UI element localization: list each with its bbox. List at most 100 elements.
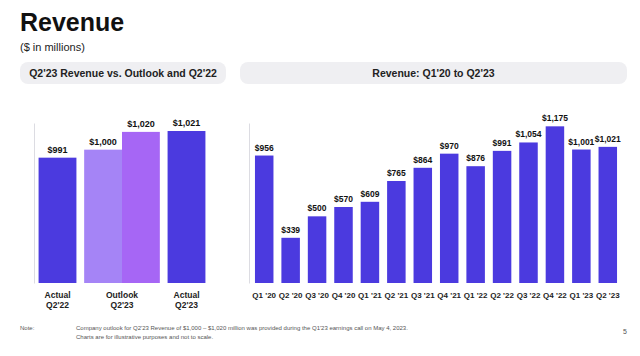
bar bbox=[493, 151, 512, 283]
bar bbox=[255, 156, 274, 283]
data-label: $1,021 bbox=[173, 118, 201, 128]
x-tick: Q1 '20 bbox=[252, 291, 276, 300]
page: Revenue($ in millions)Note:Company outlo… bbox=[0, 0, 640, 356]
panel-header bbox=[20, 62, 226, 84]
bar bbox=[361, 202, 380, 283]
data-label: $991 bbox=[493, 138, 512, 148]
x-tick-label-line: Q2'23 bbox=[175, 300, 198, 310]
x-tick-label-line: Q2 '21 bbox=[385, 291, 409, 300]
data-label: $876 bbox=[466, 153, 485, 163]
bar bbox=[168, 131, 206, 283]
data-label: $500 bbox=[308, 203, 327, 213]
x-tick-label-line: Q3 '21 bbox=[411, 291, 435, 300]
chart: Q2'23 Revenue vs. Outlook and Q2'22$991$… bbox=[20, 62, 226, 310]
x-tick-label: Q1 '22 bbox=[464, 291, 488, 300]
x-tick-label-line: Q4 '21 bbox=[437, 291, 461, 300]
data-label: $1,001 bbox=[568, 137, 594, 147]
x-tick-label: Q1 '23 bbox=[570, 291, 594, 300]
x-tick-label-line: Actual bbox=[174, 290, 200, 300]
bars bbox=[255, 126, 617, 283]
data-label: $570 bbox=[334, 194, 353, 204]
x-tick-label: Q4 '21 bbox=[437, 291, 461, 300]
bar bbox=[122, 132, 160, 283]
x-tick-label: Q4 '20 bbox=[332, 291, 356, 300]
x-tick: Q2 '21 bbox=[385, 291, 409, 300]
x-tick: Q3 '22 bbox=[517, 291, 541, 300]
bar bbox=[466, 166, 485, 283]
x-tick-label-line: Q4 '20 bbox=[332, 291, 356, 300]
x-tick: Q3 '21 bbox=[411, 291, 435, 300]
x-tick-label: Q2 '22 bbox=[490, 291, 514, 300]
data-labels: $956$339$500$570$609$765$864$970$876$991… bbox=[255, 113, 621, 234]
x-tick-label-line: Q4 '22 bbox=[543, 291, 567, 300]
bars bbox=[39, 131, 206, 283]
x-tick-label: Q2 '20 bbox=[279, 291, 303, 300]
y-axis bbox=[34, 124, 35, 284]
x-tick: Q1 '22 bbox=[464, 291, 488, 300]
x-tick-label-line: Q1 '21 bbox=[358, 291, 382, 300]
data-label: $1,021 bbox=[595, 134, 621, 144]
chart-title: Q2'23 Revenue vs. Outlook and Q2'22 bbox=[29, 67, 217, 79]
bar bbox=[334, 207, 353, 283]
x-tick: OutlookQ2'23 bbox=[106, 290, 138, 310]
data-label: $970 bbox=[440, 141, 459, 151]
x-tick: Q2 '20 bbox=[279, 291, 303, 300]
x-axis: Q1 '20Q2 '20Q3 '20Q4 '20Q1 '21Q2 '21Q3 '… bbox=[252, 291, 620, 300]
x-tick: Q2 '22 bbox=[490, 291, 514, 300]
bar bbox=[39, 158, 77, 283]
x-tick: ActualQ2'23 bbox=[174, 290, 200, 310]
y-axis-line bbox=[34, 124, 35, 284]
chart-title: Revenue: Q1'20 to Q2'23 bbox=[372, 67, 494, 79]
data-label: $1,020 bbox=[127, 119, 155, 129]
data-label: $864 bbox=[413, 155, 432, 165]
x-tick-label-line: Q1 '20 bbox=[252, 291, 276, 300]
note-line: Charts are for illustrative purposes and… bbox=[76, 334, 213, 340]
bar bbox=[84, 150, 122, 283]
x-tick-label: Q3 '22 bbox=[517, 291, 541, 300]
x-tick-label-line: Q3 '20 bbox=[305, 291, 329, 300]
bar bbox=[519, 142, 538, 283]
bar bbox=[414, 168, 433, 283]
bar bbox=[572, 150, 591, 283]
y-axis-line bbox=[249, 124, 250, 284]
page-subtitle: ($ in millions) bbox=[20, 41, 85, 53]
x-tick-label-line: Q1 '23 bbox=[570, 291, 594, 300]
data-label: $1,000 bbox=[89, 137, 117, 147]
note-line: Company outlook for Q2'23 Revenue of $1,… bbox=[76, 325, 408, 331]
data-label: $991 bbox=[47, 145, 67, 155]
x-tick-label: OutlookQ2'23 bbox=[106, 290, 138, 310]
page-number: 5 bbox=[623, 328, 627, 335]
bar bbox=[308, 216, 327, 283]
x-tick-label-line: Q3 '22 bbox=[517, 291, 541, 300]
data-labels: $991 $1,000 $1,020 $1,021 bbox=[47, 118, 200, 155]
x-tick-label-line: Outlook bbox=[106, 290, 138, 300]
x-tick: Q4 '22 bbox=[543, 291, 567, 300]
x-tick: Q1 '21 bbox=[358, 291, 382, 300]
bar bbox=[599, 147, 618, 283]
x-tick-label-line: Q2'22 bbox=[46, 300, 69, 310]
x-tick-label: Q1 '21 bbox=[358, 291, 382, 300]
x-tick-label: Q3 '20 bbox=[305, 291, 329, 300]
x-tick-label-line: Q2'23 bbox=[111, 300, 134, 310]
panel-header bbox=[240, 62, 627, 84]
x-tick-label-line: Q2 '20 bbox=[279, 291, 303, 300]
y-axis bbox=[249, 124, 250, 284]
data-label: $1,175 bbox=[542, 113, 568, 123]
chart: Revenue: Q1'20 to Q2'23$956$339$500$570$… bbox=[240, 62, 627, 300]
bar bbox=[440, 154, 459, 283]
data-label: $609 bbox=[360, 189, 379, 199]
x-tick-label: Q2 '21 bbox=[385, 291, 409, 300]
x-tick-label-line: Q2 '23 bbox=[596, 291, 620, 300]
page-title: Revenue bbox=[20, 8, 124, 36]
bar bbox=[281, 238, 300, 283]
x-tick: Q4 '20 bbox=[332, 291, 356, 300]
data-label: $1,054 bbox=[516, 129, 542, 139]
x-tick: Q3 '20 bbox=[305, 291, 329, 300]
x-tick: Q1 '23 bbox=[570, 291, 594, 300]
x-tick-label: Q3 '21 bbox=[411, 291, 435, 300]
x-tick-label: ActualQ2'23 bbox=[174, 290, 200, 310]
x-tick-label-line: Q2 '22 bbox=[490, 291, 514, 300]
data-label: $956 bbox=[255, 143, 274, 153]
x-tick: Q4 '21 bbox=[437, 291, 461, 300]
x-tick-label-line: Actual bbox=[45, 290, 71, 300]
